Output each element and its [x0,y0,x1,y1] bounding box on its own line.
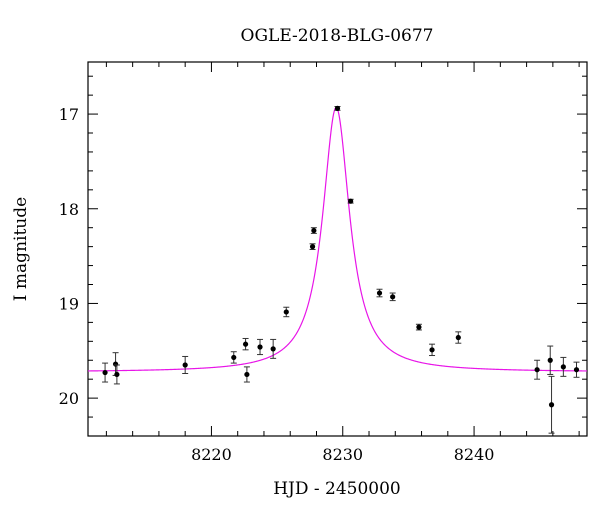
y-tick-label: 18 [59,200,79,219]
data-point [548,402,555,408]
data-point [455,334,461,341]
data-point [102,369,108,376]
data-point [270,346,276,352]
data-point [309,244,316,250]
y-tick-label: 19 [59,294,79,313]
data-point [242,341,249,347]
data-point [311,227,317,234]
x-tick-label: 8230 [322,445,363,464]
y-axis-label: I magnitude [11,197,31,301]
x-tick-label: 8240 [454,445,495,464]
data-point [231,354,237,361]
model-curve [87,106,588,372]
data-points [102,105,580,434]
y-tick-label: 20 [59,389,79,408]
plot-frame [87,61,588,437]
data-point [112,361,119,367]
data-point [376,290,383,296]
data-point [244,371,250,378]
data-point [257,344,263,350]
data-point [534,367,540,373]
data-point [114,371,120,378]
data-point [283,309,289,315]
data-point [429,347,435,353]
data-point [390,294,396,300]
axis-ticks [88,62,587,437]
y-tick-labels: 17 18 19 20 [59,105,79,408]
data-point [182,362,188,368]
data-point [334,105,341,111]
x-tick-label: 8220 [191,445,232,464]
chart-title: OGLE-2018-BLG-0677 [241,26,434,46]
data-point [348,198,354,204]
x-tick-labels: 8220 8230 8240 [191,445,494,464]
data-point [416,324,422,330]
data-point [573,367,580,373]
data-point [560,364,566,370]
y-tick-label: 17 [59,105,79,124]
data-point [547,357,553,363]
x-axis-label: HJD - 2450000 [273,479,401,499]
